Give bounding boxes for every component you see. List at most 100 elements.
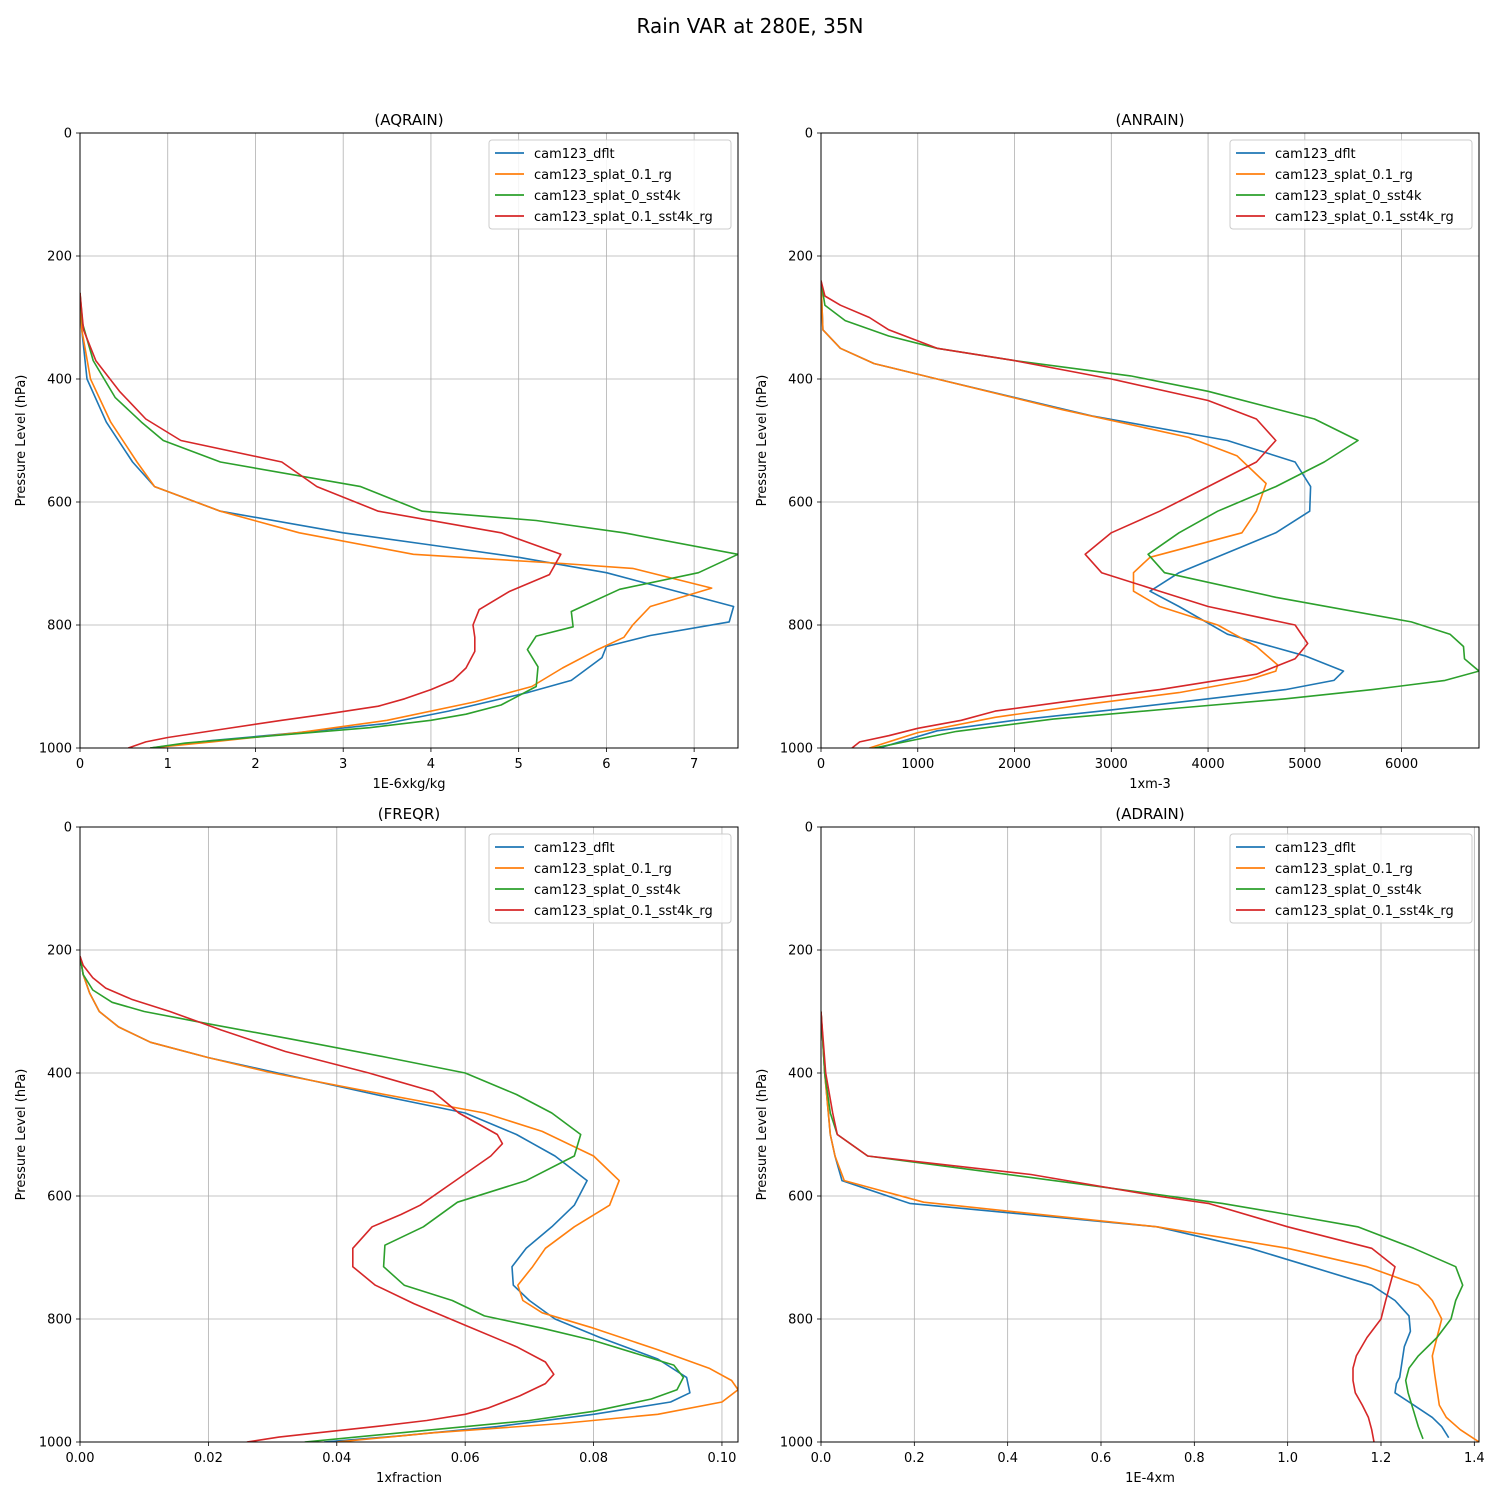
y-tick-label: 0 [805,821,813,836]
legend-entry: cam123_splat_0.1_rg [534,168,672,183]
y-tick-label: 200 [47,250,72,265]
panel-title: (FREQR) [378,805,440,823]
axes-frame [79,132,739,749]
y-tick-label: 400 [788,373,813,388]
figure-title: Rain VAR at 280E, 35N [636,14,864,38]
y-tick-label: 600 [47,496,72,511]
x-tick-label: 1000 [901,757,934,772]
y-tick-label: 0 [805,127,813,142]
series-line-cam123_splat_0.1_rg [80,292,713,748]
series-group [80,955,738,1442]
series-line-cam123_splat_0_sst4k [821,280,1479,748]
y-tick-label: 1000 [39,1436,72,1451]
x-tick-label: 2 [251,757,259,772]
legend-entry: cam123_splat_0.1_sst4k_rg [1275,210,1454,225]
y-tick-label: 400 [47,1067,72,1082]
x-tick-label: 0.0 [811,1451,832,1466]
x-axis-label: 1E-4xm [1125,1471,1175,1486]
chart-panel-4: 0.0 0.2 0.4 0.6 0.8 1.0 1.2 1.4 0 200 400 600 800 100… [755,805,1485,1486]
y-tick-label: 400 [788,1067,813,1082]
x-tick-label: 0.06 [451,1451,480,1466]
y-tick-label: 800 [47,619,72,634]
y-tick-label: 800 [788,1313,813,1328]
x-tick-label: 7 [690,757,698,772]
chart-panel-3: 0.00 0.02 0.04 0.06 0.08 0.10 0 200 400 600 800 100… [14,805,739,1486]
series-line-cam123_dflt [821,280,1345,748]
y-axis-label: Pressure Level (hPa) [14,375,29,507]
legend-entry: cam123_dflt [534,147,615,162]
x-axis-label: 1E-6xkg/kg [372,777,445,792]
x-tick-label: 0 [817,757,825,772]
x-tick-label: 5 [515,757,523,772]
x-tick-label: 3 [339,757,347,772]
x-tick-label: 6000 [1385,757,1418,772]
series-line-cam123_dflt [80,955,691,1442]
legend-entry: cam123_dflt [1275,841,1356,856]
x-tick-label: 4 [427,757,435,772]
series-group [821,1011,1479,1442]
series-line-cam123_splat_0_sst4k [80,292,738,748]
legend: cam123_dflt cam123_splat_0.1_rg cam123_spl… [1229,139,1473,230]
legend: cam123_dflt cam123_splat_0.1_rg cam123_spl… [1229,833,1473,924]
x-tick-label: 1.0 [1277,1451,1298,1466]
legend: cam123_dflt cam123_splat_0.1_rg cam123_spl… [488,833,732,924]
y-tick-label: 200 [47,944,72,959]
x-axis-label: 1xm-3 [1129,777,1171,792]
chart-panel-2: 0 1000 2000 3000 4000 5000 6000 0 200 400 600 800 10… [755,111,1480,792]
legend-entry: cam123_splat_0.1_rg [1275,862,1413,877]
legend-box [488,139,732,230]
legend-entry: cam123_dflt [534,841,615,856]
series-line-cam123_splat_0_sst4k [80,955,685,1442]
y-tick-label: 1000 [780,1436,813,1451]
panel-title: (ADRAIN) [1115,805,1184,823]
series-line-cam123_splat_0.1_sst4k_rg [80,955,555,1442]
x-tick-label: 0.6 [1091,1451,1112,1466]
y-axis-label: Pressure Level (hPa) [14,1069,29,1201]
y-tick-label: 200 [788,250,813,265]
y-axis-label: Pressure Level (hPa) [755,375,770,507]
y-tick-label: 600 [788,496,813,511]
x-tick-label: 0.08 [579,1451,608,1466]
series-line-cam123_splat_0.1_sst4k_rg [821,280,1309,748]
y-tick-label: 600 [47,1190,72,1205]
axes-frame [820,826,1480,1443]
axes-frame [820,132,1480,749]
legend-box [1229,139,1473,230]
panel-title: (AQRAIN) [374,111,443,129]
y-tick-label: 400 [47,373,72,388]
legend-entry: cam123_splat_0.1_rg [1275,168,1413,183]
legend-entry: cam123_splat_0.1_sst4k_rg [534,904,713,919]
y-axis-label: Pressure Level (hPa) [755,1069,770,1201]
x-tick-label: 3000 [1095,757,1128,772]
series-line-cam123_dflt [821,1011,1450,1439]
x-tick-label: 5000 [1288,757,1321,772]
panel-title: (ANRAIN) [1116,111,1185,129]
legend-entry: cam123_splat_0_sst4k [534,189,681,204]
x-tick-label: 0.02 [194,1451,223,1466]
y-tick-label: 0 [64,821,72,836]
axes-frame [79,826,739,1443]
y-tick-label: 1000 [39,742,72,757]
y-tick-label: 1000 [780,742,813,757]
x-tick-label: 2000 [998,757,1031,772]
x-tick-label: 4000 [1192,757,1225,772]
legend-entry: cam123_splat_0_sst4k [534,883,681,898]
legend-entry: cam123_splat_0.1_rg [534,862,672,877]
series-line-cam123_splat_0.1_rg [821,280,1279,748]
x-tick-label: 0 [76,757,84,772]
x-tick-label: 0.04 [322,1451,351,1466]
series-line-cam123_dflt [80,292,735,748]
x-tick-label: 1 [164,757,172,772]
x-tick-label: 0.2 [904,1451,925,1466]
legend-entry: cam123_splat_0_sst4k [1275,189,1422,204]
chart-panel-1: 0 1 2 3 4 5 6 7 0 200 400 600 800 1000 (AQRAIN) 1E-6xkg… [14,111,739,792]
series-group [80,292,738,748]
y-tick-label: 800 [47,1313,72,1328]
x-tick-label: 6 [602,757,610,772]
legend: cam123_dflt cam123_splat_0.1_rg cam123_spl… [488,139,732,230]
x-tick-label: 0.00 [66,1451,95,1466]
legend-entry: cam123_splat_0.1_sst4k_rg [1275,904,1454,919]
legend-entry: cam123_dflt [1275,147,1356,162]
